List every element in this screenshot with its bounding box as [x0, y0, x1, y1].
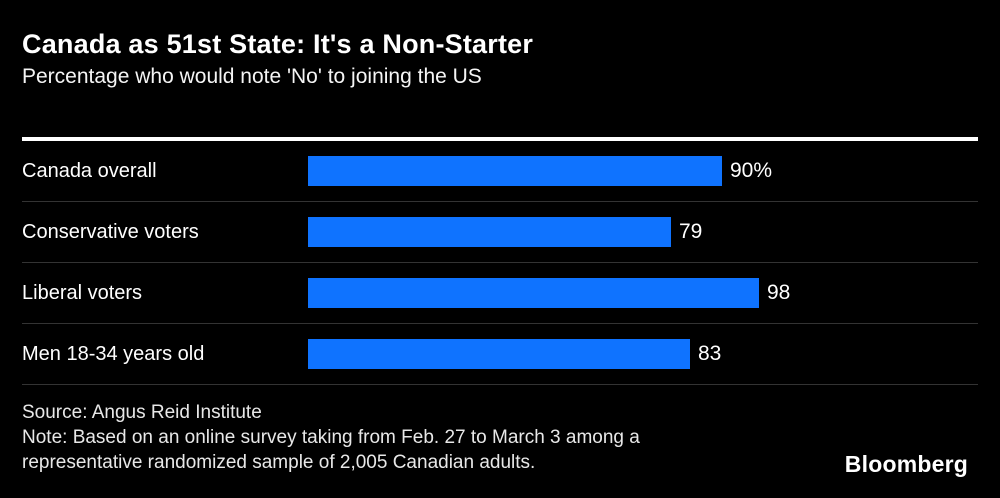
bar-row: Conservative voters 79 [22, 202, 978, 263]
bar-track: 79 [308, 202, 978, 262]
bar-row-label: Liberal voters [22, 282, 143, 304]
bar-value-label: 83 [698, 342, 722, 365]
bar-value-label: 98 [767, 281, 791, 304]
bar-row-label: Conservative voters [22, 221, 199, 243]
bar-row: Men 18-34 years old 83 [22, 324, 978, 385]
bar [308, 278, 759, 308]
chart-subtitle: Percentage who would note 'No' to joinin… [22, 65, 482, 88]
chart-header: Canada as 51st State: It's a Non-Starter… [22, 28, 978, 90]
chart-footer: Source: Angus Reid Institute Note: Based… [22, 400, 978, 475]
source-text: Source: Angus Reid Institute [22, 402, 262, 423]
bloomberg-logo: Bloomberg [844, 451, 968, 477]
bar-track: 90% [308, 141, 978, 201]
bar-chart: Canada overall 90% Conservative voters 7… [22, 141, 978, 385]
bar [308, 156, 722, 186]
bar-value-label: 90% [730, 159, 773, 182]
bar [308, 339, 690, 369]
bar-row-label: Canada overall [22, 160, 157, 182]
bar [308, 217, 671, 247]
chart-title: Canada as 51st State: It's a Non-Starter [22, 29, 534, 59]
bar-track: 83 [308, 324, 978, 384]
bar-row-label: Men 18-34 years old [22, 343, 205, 365]
bar-track: 98 [308, 263, 978, 323]
bar-row: Liberal voters 98 [22, 263, 978, 324]
bar-value-label: 79 [679, 220, 703, 243]
top-rule [22, 137, 978, 141]
note-text: Note: Based on an online survey taking f… [22, 427, 640, 473]
bar-row: Canada overall 90% [22, 141, 978, 202]
